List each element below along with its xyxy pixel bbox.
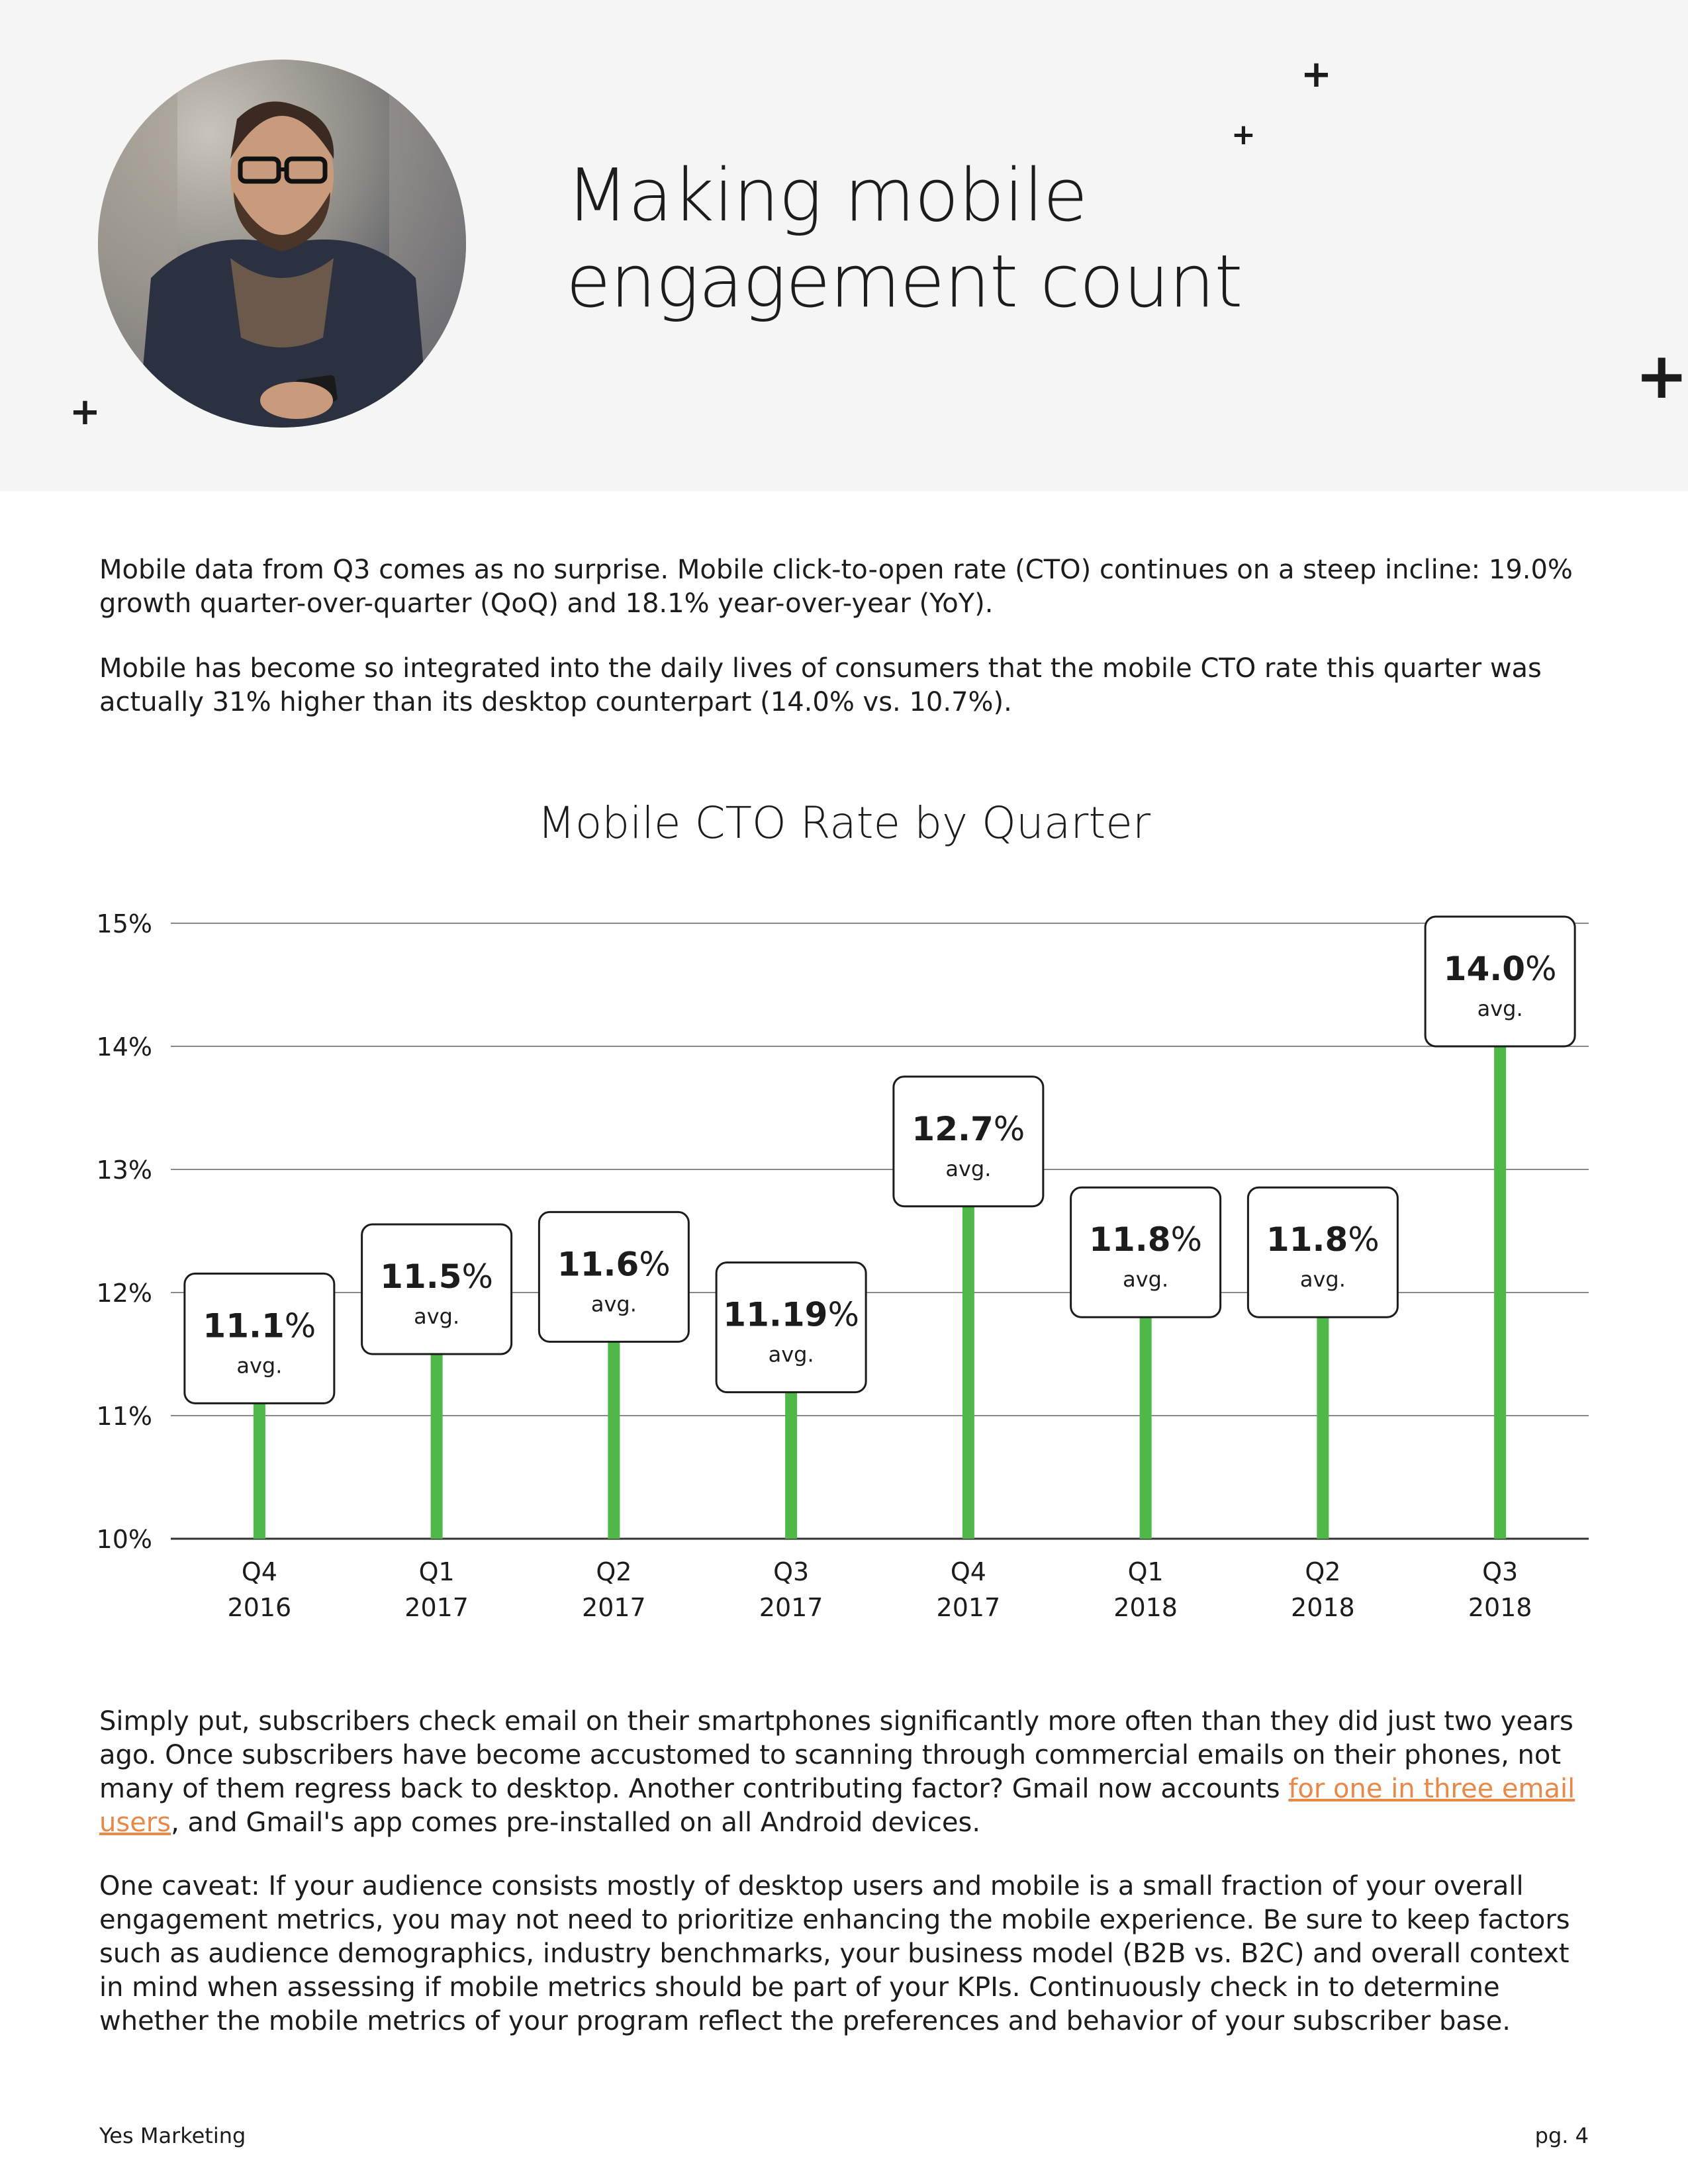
bar [430, 1354, 443, 1539]
value-percent: % [827, 1296, 859, 1334]
bar [1139, 1317, 1152, 1539]
footer-page-number: pg. 4 [1534, 2123, 1589, 2148]
page-title-line-1: Making mobile [566, 153, 1088, 238]
value-label-box [183, 1272, 336, 1404]
value-percent: % [1171, 1220, 1203, 1259]
page-title-line-2: engagement count [566, 239, 1243, 324]
x-tick-year: 2018 [1113, 1593, 1178, 1622]
value-label-box [715, 1261, 867, 1394]
bar [1317, 1317, 1329, 1539]
y-tick-label: 15% [97, 909, 152, 938]
plus-decoration-icon: + [1301, 53, 1332, 96]
value-number: 14.0 [1444, 950, 1525, 988]
value-sub-label: avg. [1123, 1267, 1168, 1292]
x-tick-quarter: Q2 [1305, 1557, 1340, 1586]
value-percent: % [1348, 1220, 1380, 1259]
value-number: 11.8 [1266, 1220, 1348, 1259]
value-label-box [1246, 1186, 1399, 1318]
bar [962, 1206, 974, 1539]
bar [253, 1403, 265, 1539]
value-number: 11.1 [203, 1306, 284, 1345]
value-label: 11.19% [723, 1296, 859, 1334]
value-percent: % [1525, 950, 1557, 988]
body-paragraph-4: One caveat: If your audience consists mo… [99, 1871, 1570, 2036]
value-label: 11.1% [203, 1306, 316, 1345]
intro-paragraph-1: Mobile data from Q3 comes as no surprise… [99, 555, 1573, 619]
value-label-box [538, 1210, 690, 1343]
x-tick-year: 2018 [1291, 1593, 1355, 1622]
value-label: 11.5% [380, 1257, 493, 1296]
x-tick-quarter: Q1 [419, 1557, 455, 1586]
bar [608, 1342, 620, 1539]
intro-paragraph-2: Mobile has become so integrated into the… [99, 653, 1542, 717]
bar [1494, 1046, 1507, 1539]
value-sub-label: avg. [945, 1156, 991, 1181]
body-paragraph-3: Simply put, subscribers check email on t… [99, 1705, 1595, 1840]
y-tick-label: 12% [97, 1279, 152, 1308]
value-number: 11.5 [380, 1257, 461, 1296]
chart-title: Mobile CTO Rate by Quarter [537, 797, 1151, 848]
value-sub-label: avg. [414, 1304, 459, 1329]
x-tick-year: 2018 [1468, 1593, 1532, 1622]
value-percent: % [639, 1245, 671, 1283]
x-tick-year: 2017 [759, 1593, 823, 1622]
footer-brand: Yes Marketing [99, 2123, 246, 2148]
y-tick-label: 10% [97, 1525, 152, 1554]
header-photo [98, 60, 466, 428]
x-tick-quarter: Q1 [1128, 1557, 1164, 1586]
value-sub-label: avg. [236, 1353, 282, 1378]
value-sub-label: avg. [769, 1342, 814, 1367]
value-percent: % [462, 1257, 494, 1296]
value-label: 11.8% [1089, 1220, 1202, 1259]
x-tick-quarter: Q4 [951, 1557, 986, 1586]
value-label: 12.7% [912, 1110, 1025, 1148]
value-number: 11.8 [1089, 1220, 1170, 1259]
value-number: 11.6 [557, 1245, 639, 1283]
x-tick-quarter: Q3 [1482, 1557, 1518, 1586]
page-title: Making mobile engagement count [566, 152, 1493, 324]
photo-illustration [98, 60, 466, 428]
value-sub-label: avg. [1477, 996, 1523, 1021]
value-number: 12.7 [912, 1110, 993, 1148]
value-label: 11.6% [557, 1245, 671, 1283]
value-label: 14.0% [1444, 950, 1557, 988]
value-label-box [892, 1075, 1045, 1208]
body-paragraph-3-text-end: , and Gmail's app comes pre-installed on… [171, 1807, 981, 1838]
value-number: 11.19 [723, 1296, 827, 1334]
value-label-box [1070, 1186, 1222, 1318]
value-percent: % [285, 1306, 316, 1345]
x-tick-quarter: Q2 [596, 1557, 632, 1586]
y-tick-label: 11% [97, 1402, 152, 1431]
plus-decoration-icon: + [1231, 118, 1256, 152]
x-tick-year: 2017 [582, 1593, 646, 1622]
body-paragraph-3-text: Simply put, subscribers check email on t… [99, 1706, 1573, 1804]
value-label-box [1424, 915, 1576, 1048]
plus-decoration-icon: + [70, 390, 101, 433]
x-tick-year: 2017 [937, 1593, 1001, 1622]
plus-decoration-icon: + [1635, 339, 1688, 413]
bar [785, 1392, 798, 1539]
value-percent: % [994, 1110, 1025, 1148]
value-sub-label: avg. [1300, 1267, 1346, 1292]
x-tick-quarter: Q3 [773, 1557, 809, 1586]
value-label: 11.8% [1266, 1220, 1380, 1259]
y-tick-label: 13% [97, 1156, 152, 1185]
y-tick-label: 14% [97, 1032, 152, 1062]
x-tick-quarter: Q4 [242, 1557, 277, 1586]
email-users-link[interactable]: for one in three email users [99, 1774, 1575, 1838]
value-label-box [361, 1223, 513, 1355]
x-tick-year: 2016 [228, 1593, 292, 1622]
value-sub-label: avg. [591, 1291, 637, 1316]
x-tick-year: 2017 [404, 1593, 469, 1622]
